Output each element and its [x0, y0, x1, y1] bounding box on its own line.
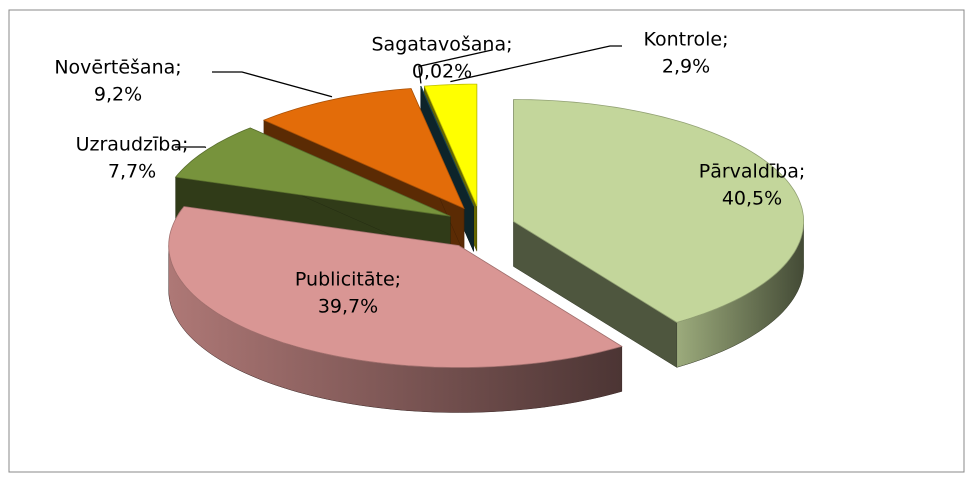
slice-value-label: 2,9%: [662, 56, 710, 78]
slice-label: Kontrole;: [643, 29, 728, 51]
leader-line: [212, 71, 333, 98]
slice-label: Pārvaldība;: [699, 161, 806, 183]
slice: [513, 99, 804, 368]
slice-top: [174, 127, 451, 217]
leader-line: [418, 49, 493, 84]
slice-top: [513, 99, 804, 323]
slice-label: Uzraudzība;: [76, 134, 189, 156]
slice-value-label: 7,7%: [108, 161, 156, 183]
leader-line: [175, 146, 207, 149]
slice-value-label: 9,2%: [94, 84, 142, 106]
slice-value-label: 39,7%: [318, 296, 378, 318]
slice-top: [168, 206, 623, 368]
slice-top: [423, 83, 478, 207]
slice: [168, 206, 623, 413]
slice-label: Publicitāte;: [295, 269, 401, 291]
slice-top: [262, 88, 465, 210]
slice-top: [420, 86, 474, 207]
leader-line: [450, 45, 622, 83]
slice-value-label: 0,02%: [412, 61, 472, 83]
slice-label: Sagatavošana;: [372, 34, 513, 56]
slice-label: Novērtēšana;: [54, 57, 181, 79]
slice-value-label: 40,5%: [722, 188, 782, 210]
